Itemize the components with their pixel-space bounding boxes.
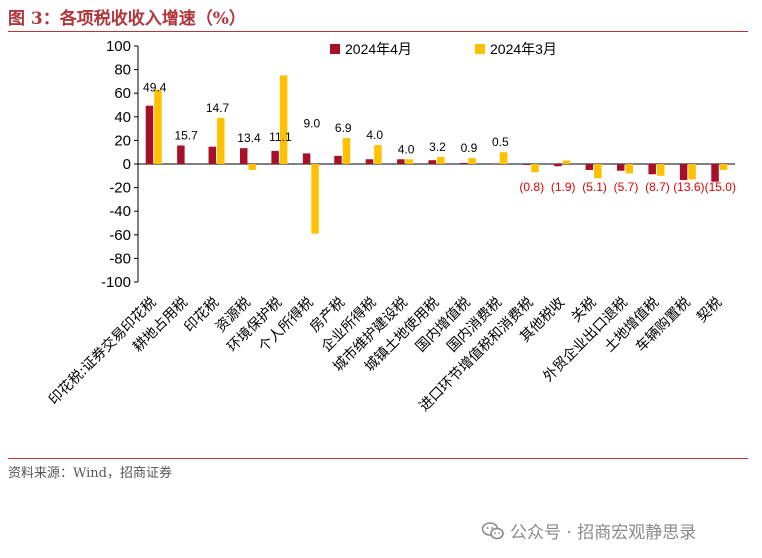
data-label: 14.7 [206, 101, 230, 115]
data-label: (1.9) [551, 180, 576, 194]
bar-2024-03 [437, 156, 445, 164]
watermark-text: 公众号 · 招商宏观静思录 [510, 523, 697, 543]
bar-2024-03 [719, 164, 728, 170]
bar-2024-03 [625, 164, 634, 174]
bar-2024-04 [554, 164, 562, 167]
bar-2024-04 [271, 150, 279, 164]
bar-2024-03 [405, 159, 414, 164]
bar-2024-04 [585, 164, 594, 171]
bar-2024-03 [248, 164, 256, 170]
category-label: 印花税 [181, 295, 222, 336]
y-tick-label: -60 [109, 227, 131, 244]
bar-2024-04 [239, 148, 248, 164]
y-tick-label: 20 [114, 132, 131, 149]
data-label: (5.1) [582, 180, 607, 194]
data-label: (13.6) [673, 180, 704, 194]
data-label: 15.7 [174, 128, 198, 142]
bar-2024-03 [531, 164, 539, 173]
figure-title: 图 3：各项税收收入增速（%） [8, 9, 246, 29]
data-label: 9.0 [303, 116, 320, 130]
bar-2024-03 [311, 164, 319, 234]
bar-2024-04 [617, 164, 625, 171]
source-rule [8, 458, 748, 459]
bar-2024-03 [562, 160, 571, 164]
bar-2024-03 [217, 117, 225, 164]
bar-2024-04 [679, 164, 688, 181]
data-label: (5.7) [614, 180, 639, 194]
y-tick-label: -20 [109, 180, 131, 197]
bar-2024-04 [648, 164, 656, 175]
bar-2024-04 [145, 105, 154, 164]
bar-2024-04 [302, 153, 311, 164]
legend-swatch-2024-03 [475, 44, 485, 54]
bar-2024-03 [154, 89, 162, 164]
bar-2024-03 [656, 164, 665, 176]
data-label: 4.0 [398, 142, 415, 156]
wechat-icon [482, 521, 504, 539]
data-label: 11.1 [269, 130, 292, 144]
y-tick-label: -100 [101, 274, 131, 291]
data-label: 0.9 [461, 141, 478, 155]
y-tick-label: -40 [109, 203, 131, 220]
bar-2024-03 [499, 152, 508, 164]
y-tick-label: 40 [114, 109, 131, 126]
legend-label-2024-03: 2024年3月 [490, 41, 557, 57]
bar-2024-04 [334, 155, 342, 164]
y-tick-label: 0 [123, 156, 131, 173]
y-tick-label: 60 [114, 85, 131, 102]
data-label: 3.2 [429, 140, 446, 154]
y-tick-label: 100 [106, 38, 131, 55]
bar-2024-03 [594, 164, 602, 179]
source-note: 资料来源：Wind，招商证券 [8, 466, 172, 481]
bar-2024-04 [177, 145, 185, 164]
category-label: 契税 [694, 295, 725, 326]
data-label: (0.8) [519, 180, 544, 194]
bar-2024-04 [491, 163, 499, 164]
legend-swatch-2024-04 [330, 44, 340, 54]
bar-2024-04 [365, 159, 374, 164]
legend-label-2024-04: 2024年4月 [345, 41, 412, 57]
data-label: 0.5 [492, 135, 509, 149]
bar-2024-04 [459, 162, 468, 164]
data-label: 4.0 [366, 128, 383, 142]
title-rule [8, 31, 748, 32]
data-label: (15.0) [705, 180, 736, 194]
data-label: 13.4 [237, 131, 261, 145]
data-label: (8.7) [645, 180, 670, 194]
y-tick-label: -80 [109, 250, 131, 267]
bar-2024-04 [428, 160, 436, 164]
y-tick-label: 80 [114, 62, 131, 79]
data-label: 49.4 [143, 81, 167, 95]
data-label: 6.9 [335, 121, 352, 135]
bar-2024-03 [279, 75, 288, 164]
bar-2024-04 [208, 146, 217, 164]
bar-chart: -100-80-60-40-2002040608010049.4印花税:证券交易… [45, 38, 736, 415]
bar-2024-03 [688, 164, 696, 180]
bar-2024-03 [468, 158, 476, 164]
bar-2024-03 [374, 145, 382, 164]
bar-2024-04 [397, 159, 405, 164]
bar-2024-04 [522, 164, 531, 165]
bar-2024-03 [342, 138, 351, 164]
bar-2024-04 [711, 164, 719, 182]
watermark: 公众号 · 招商宏观静思录 [482, 518, 696, 543]
